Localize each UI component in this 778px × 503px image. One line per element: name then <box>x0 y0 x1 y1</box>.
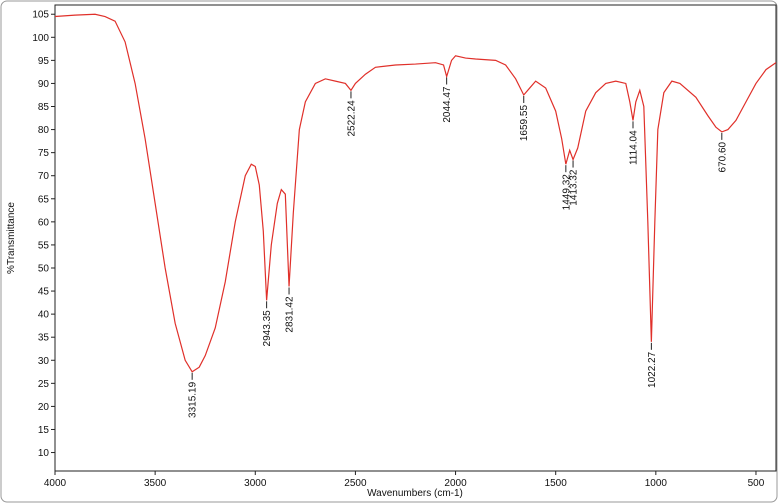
peak-label: 2522.24 <box>346 100 357 137</box>
x-tick-label: 1500 <box>545 478 568 489</box>
y-tick-label: 65 <box>38 194 50 205</box>
x-tick-label: 1000 <box>645 478 668 489</box>
y-tick-label: 105 <box>32 10 49 21</box>
peak-label: 670.60 <box>717 141 728 172</box>
y-tick-label: 80 <box>38 125 50 136</box>
x-tick-label: 2500 <box>344 478 367 489</box>
peak-label: 1022.27 <box>647 351 658 388</box>
peak-label: 1413.32 <box>569 169 580 206</box>
y-tick-label: 50 <box>38 263 50 274</box>
y-tick-label: 45 <box>38 287 50 298</box>
x-tick-label: 500 <box>748 478 765 489</box>
y-tick-label: 20 <box>38 402 50 413</box>
peak-label: 1449.32 <box>561 174 572 211</box>
y-tick-label: 35 <box>38 333 50 344</box>
x-axis-title: Wavenumbers (cm-1) <box>367 488 463 499</box>
y-tick-label: 10 <box>38 448 50 459</box>
y-tick-label: 30 <box>38 356 50 367</box>
y-tick-label: 85 <box>38 102 50 113</box>
spectrum-line <box>54 13 777 373</box>
y-tick-label: 95 <box>38 56 50 67</box>
y-tick-label: 25 <box>38 379 50 390</box>
y-tick-label: 75 <box>38 148 50 159</box>
y-tick-label: 15 <box>38 425 50 436</box>
y-tick-label: 70 <box>38 171 50 182</box>
y-tick-label: 40 <box>38 310 50 321</box>
peak-label: 1114.04 <box>628 130 639 165</box>
y-axis-title: %Transmittance <box>6 202 17 274</box>
x-tick-label: 3500 <box>144 478 167 489</box>
x-tick-label: 3000 <box>244 478 267 489</box>
x-tick-label: 4000 <box>44 478 67 489</box>
y-tick-label: 90 <box>38 79 50 90</box>
peak-label: 3315.19 <box>188 381 199 418</box>
peak-label: 2831.42 <box>285 296 296 333</box>
peak-label: 2044.47 <box>442 86 453 123</box>
y-tick-label: 60 <box>38 217 50 228</box>
peak-label: 2943.35 <box>262 310 273 347</box>
y-tick-label: 100 <box>32 33 49 44</box>
peak-label: 1659.55 <box>519 105 530 142</box>
y-tick-label: 55 <box>38 240 50 251</box>
plot-area <box>54 4 777 472</box>
x-tick-label: 2000 <box>444 478 467 489</box>
